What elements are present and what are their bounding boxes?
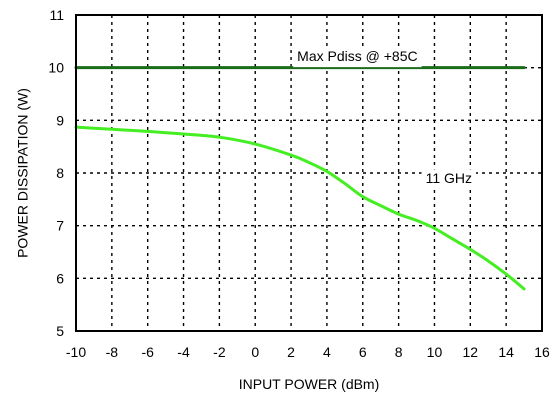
- y-tick-label: 5: [56, 323, 64, 339]
- y-axis-label: POWER DISSIPATION (W): [15, 88, 31, 258]
- ticks-layer: -10 -8 -6 -4 -2 0 2 4 6 8 10 12 14 16 5 6 7 8 9 10 11: [48, 7, 550, 360]
- y-tick-label: 6: [56, 270, 64, 286]
- x-tick-label: -4: [177, 344, 190, 360]
- x-tick-label: -8: [106, 344, 119, 360]
- x-tick-label: -2: [213, 344, 226, 360]
- x-tick-label: 4: [323, 344, 331, 360]
- annotation-background: [421, 169, 477, 190]
- x-axis-label: INPUT POWER (dBm): [239, 376, 380, 392]
- x-tick-label: -10: [66, 344, 86, 360]
- annotation-label: Max Pdiss @ +85C: [297, 48, 417, 64]
- y-tick-label: 9: [56, 112, 64, 128]
- x-tick-label: 8: [395, 344, 403, 360]
- series-line-11-ghz: [74, 125, 526, 291]
- annotations-layer: Max Pdiss @ +85C 11 GHz: [293, 47, 477, 190]
- x-tick-label: 16: [534, 344, 550, 360]
- series-layer: [74, 66, 526, 291]
- plot-frame: [75, 14, 543, 332]
- y-tick-label: 7: [56, 218, 64, 234]
- x-tick-label: -6: [141, 344, 154, 360]
- x-tick-label: 10: [427, 344, 443, 360]
- x-tick-label: 2: [287, 344, 295, 360]
- x-tick-label: 12: [463, 344, 479, 360]
- y-tick-label: 10: [48, 60, 64, 76]
- y-tick-label: 8: [56, 165, 64, 181]
- x-tick-label: 0: [251, 344, 259, 360]
- x-tick-label: 6: [359, 344, 367, 360]
- annotation-background: [293, 47, 422, 68]
- annotation-label: 11 GHz: [426, 170, 472, 186]
- y-tick-label: 11: [49, 7, 64, 23]
- x-tick-label: 14: [498, 344, 514, 360]
